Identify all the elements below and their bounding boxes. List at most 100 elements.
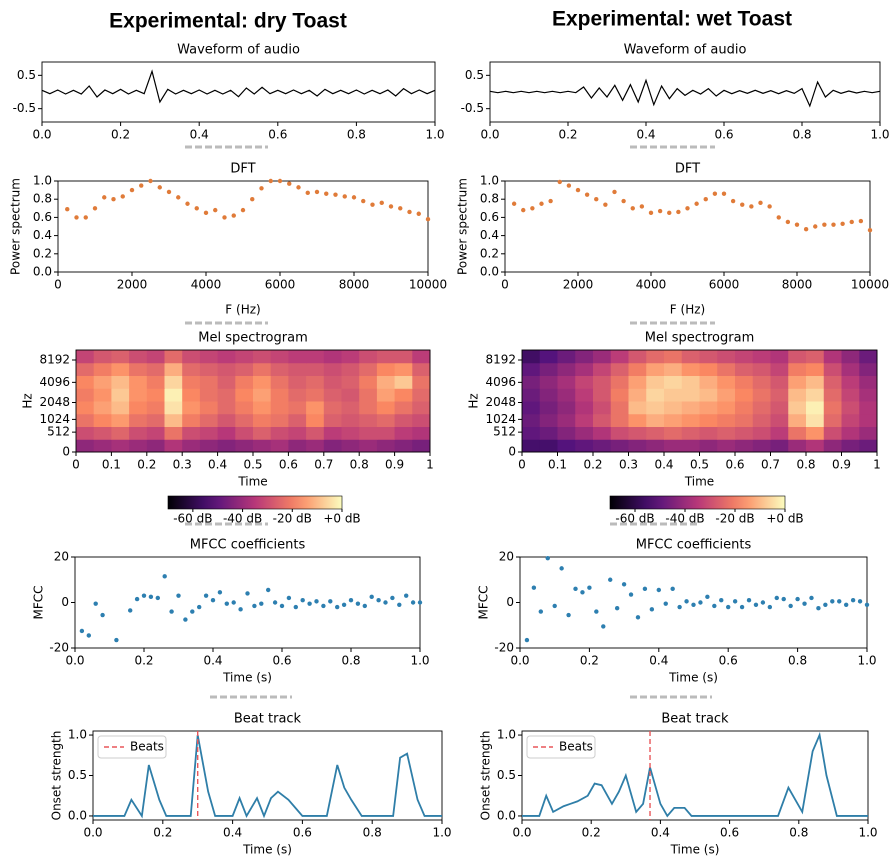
- plot-frame: [504, 180, 871, 273]
- y-axis-label: MFCC: [477, 585, 491, 619]
- heatmap-cell: [593, 426, 612, 440]
- point: [566, 183, 572, 188]
- heatmap-cell: [341, 426, 360, 440]
- point: [573, 586, 578, 592]
- point: [348, 598, 354, 603]
- point: [566, 612, 571, 618]
- point: [538, 609, 544, 614]
- heatmap-cell: [539, 401, 558, 415]
- heatmap-cell: [539, 439, 558, 453]
- y-tick-label: 2048: [39, 395, 70, 409]
- point: [603, 202, 608, 207]
- heatmap-cell: [394, 375, 413, 389]
- point: [141, 593, 147, 598]
- colorbar-tick-label: -40 dB: [665, 512, 704, 526]
- heatmap-cell: [182, 413, 201, 427]
- heatmap-cell: [129, 439, 148, 453]
- heatmap-cell: [182, 426, 201, 440]
- point: [410, 600, 416, 605]
- column-title: Experimental: wet Toast: [552, 8, 792, 31]
- point: [703, 197, 708, 202]
- heatmap-cell: [522, 401, 541, 415]
- x-tick-label: 0.2: [137, 458, 156, 472]
- heatmap-cell: [93, 439, 112, 453]
- heatmap-cell: [146, 439, 165, 453]
- x-axis-label: Time (s): [668, 671, 718, 685]
- heatmap-cell: [522, 375, 541, 389]
- point: [355, 601, 361, 606]
- heatmap-cell: [664, 439, 683, 453]
- point: [753, 602, 759, 607]
- point: [539, 201, 544, 206]
- x-tick-label: 6000: [709, 278, 740, 292]
- heatmap-cell: [253, 388, 272, 402]
- point: [864, 602, 870, 607]
- x-tick-label: 0.2: [583, 458, 602, 472]
- point: [511, 201, 517, 206]
- heatmap-cell: [359, 388, 378, 402]
- point: [287, 181, 292, 186]
- heatmap-cell: [752, 426, 771, 440]
- point: [850, 598, 856, 603]
- point: [795, 596, 800, 602]
- heatmap-cell: [593, 388, 612, 402]
- point: [608, 577, 613, 582]
- y-tick-label: 0: [62, 445, 70, 459]
- heatmap-cell: [359, 350, 378, 364]
- heatmap-cell: [539, 413, 558, 427]
- x-tick-label: 0.6: [719, 654, 738, 668]
- x-tick-label: 0.8: [347, 128, 366, 142]
- heatmap-cell: [306, 413, 325, 427]
- x-tick-label: 0.0: [32, 128, 51, 142]
- heatmap-cell: [341, 375, 360, 389]
- point: [657, 208, 663, 214]
- heatmap-cell: [394, 413, 413, 427]
- heatmap-cell: [341, 439, 360, 453]
- heatmap-cell: [412, 413, 431, 427]
- heatmap-cell: [575, 388, 594, 402]
- point: [268, 178, 273, 184]
- x-tick-label: 0.7: [761, 458, 780, 472]
- point: [557, 179, 562, 185]
- heatmap-cell: [93, 426, 112, 440]
- point: [100, 612, 105, 618]
- point: [162, 574, 167, 579]
- heatmap-cell: [199, 375, 219, 389]
- heatmap-cell: [681, 426, 700, 440]
- heatmap-cell: [76, 375, 95, 389]
- point: [691, 602, 696, 607]
- heatmap-cell: [841, 362, 860, 376]
- heatmap-cell: [288, 388, 307, 402]
- heatmap-cell: [575, 350, 594, 364]
- point: [785, 219, 791, 225]
- y-tick-label: -20: [494, 641, 514, 655]
- point: [776, 215, 781, 220]
- heatmap-cell: [717, 439, 736, 453]
- y-tick-label: 0.0: [33, 265, 52, 279]
- y-tick-label: 2048: [485, 395, 516, 409]
- y-tick-label: 4096: [39, 375, 70, 389]
- heatmap-cell: [770, 375, 789, 389]
- point: [169, 609, 174, 614]
- point: [222, 215, 227, 220]
- y-tick-label: 8192: [39, 353, 70, 367]
- heatmap-cell: [235, 388, 254, 402]
- x-tick-label: 0.0: [510, 654, 529, 668]
- x-tick-label: 0.4: [654, 458, 673, 472]
- heatmap-cell: [823, 388, 842, 402]
- heatmap-cell: [610, 350, 629, 364]
- heatmap-cell: [859, 362, 878, 376]
- colorbar: [609, 495, 786, 510]
- point: [746, 598, 752, 603]
- line: [93, 734, 442, 819]
- x-tick-label: 0.8: [350, 458, 369, 472]
- point: [296, 185, 301, 190]
- chart-title: DFT: [230, 162, 255, 177]
- x-tick-label: 0.5: [243, 458, 262, 472]
- heatmap-cell: [610, 413, 629, 427]
- heatmap-cell: [146, 426, 165, 440]
- point: [397, 602, 402, 607]
- heatmap-cell: [394, 362, 413, 376]
- heatmap-cell: [752, 375, 771, 389]
- heatmap-cell: [270, 426, 289, 440]
